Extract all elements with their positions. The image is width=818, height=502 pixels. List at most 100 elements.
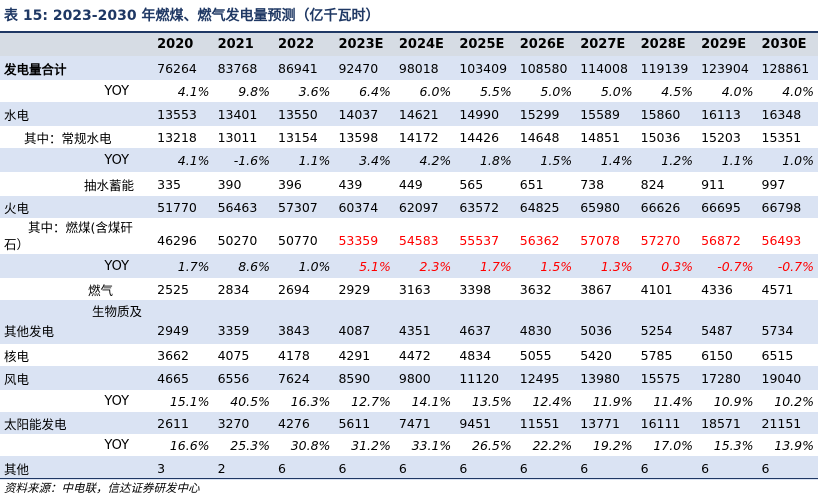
value-cell: 2694 xyxy=(278,281,310,297)
table-row: 生物质及 其他发电 2949 3359 3843 4087 4351 4637 4830 5036… xyxy=(0,300,818,344)
table-row: 风电 4665 6556 7624 8590 9800 11120 12495 13980 155… xyxy=(0,366,818,390)
value-cell: 3398 xyxy=(459,281,492,297)
row-label: 其中：常规水电 xyxy=(24,130,112,146)
table-row: 发电量合计 76264 83768 86941 92470 98018 103409 1085… xyxy=(0,56,818,80)
value-cell: 16.3% xyxy=(290,393,331,409)
value-cell: 60374 xyxy=(334,196,395,218)
value-cell: 0.3% xyxy=(636,254,698,278)
value-cell: 14851 xyxy=(580,129,620,145)
value-cell: 6 xyxy=(274,456,335,480)
value-cell: 63572 xyxy=(455,196,516,218)
value-cell: 7471 xyxy=(394,412,456,434)
value-cell: 1.3% xyxy=(576,254,637,278)
value-cell: 22.2% xyxy=(532,437,573,453)
value-cell: 8.6% xyxy=(213,254,274,278)
value-cell: 2 xyxy=(213,456,274,480)
value-cell: 4.2% xyxy=(394,148,456,172)
value-cell: 738 xyxy=(580,176,605,192)
table-row: 水电 13553 13401 13550 14037 14621 14990 15299 155… xyxy=(0,102,818,126)
value-cell: 4830 xyxy=(515,300,577,344)
table-row: 其他 3 2 6 6 6 6 6 6 6 6 6 xyxy=(0,456,818,480)
row-label: 其他 xyxy=(0,456,154,480)
value-cell: 119139 xyxy=(636,56,698,80)
value-cell: 3632 xyxy=(519,281,552,297)
value-cell: 5055 xyxy=(519,347,552,363)
row-label-line: 其中：燃煤(含煤矸 xyxy=(28,220,133,235)
value-cell: 6515 xyxy=(761,347,794,363)
value-cell: 3270 xyxy=(213,412,274,434)
value-cell: 9451 xyxy=(455,412,516,434)
value-cell: 6 xyxy=(757,456,818,480)
value-cell: -0.7% xyxy=(757,254,818,278)
value-cell: 1.2% xyxy=(636,148,698,172)
value-cell: 57307 xyxy=(274,196,335,218)
value-cell: 6 xyxy=(515,456,577,480)
value-cell: 4834 xyxy=(459,347,492,363)
value-cell: 1.1% xyxy=(274,148,335,172)
table-title: 表 15: 2023-2030 年燃煤、燃气发电量预测（亿千瓦时） xyxy=(4,8,380,24)
value-cell: 66695 xyxy=(697,196,758,218)
header-cell: 2023E xyxy=(334,33,395,56)
table-row: YOY 1.7% 8.6% 1.0% 5.1% 2.3% 1.7% 1.5% 1.3% 0.3% -… xyxy=(0,254,818,278)
row-label: 太阳能发电 xyxy=(0,412,154,434)
header-row: 2020 2021 2022 2023E 2024E 2025E 2026E 2… xyxy=(0,33,818,56)
value-cell: 57078 xyxy=(580,233,620,248)
value-cell: 3662 xyxy=(157,347,189,363)
header-cell: 2028E xyxy=(636,33,698,56)
value-cell: 17.0% xyxy=(653,437,694,453)
table-row: 太阳能发电 2611 3270 4276 5611 7471 9451 11551 13771 1… xyxy=(0,412,818,434)
value-cell: 54583 xyxy=(398,233,439,248)
value-cell: 12.4% xyxy=(532,393,573,409)
value-cell: 15.3% xyxy=(713,437,754,453)
value-cell: 4.1% xyxy=(153,148,214,172)
value-cell: 5.0% xyxy=(540,83,573,99)
value-cell: 10.9% xyxy=(713,393,754,409)
value-cell: 128861 xyxy=(757,56,818,80)
value-cell: 62097 xyxy=(394,196,456,218)
value-cell: -1.6% xyxy=(213,148,274,172)
value-cell: 4.0% xyxy=(721,83,754,99)
value-cell: 13598 xyxy=(338,129,379,145)
value-cell: 46296 xyxy=(157,233,197,248)
value-cell: 3163 xyxy=(398,281,431,297)
value-cell: 57270 xyxy=(640,233,681,248)
table-row: YOY 4.1% -1.6% 1.1% 3.4% 4.2% 1.8% 1.5% 1.4% 1.2%… xyxy=(0,148,818,172)
value-cell: 3359 xyxy=(213,300,274,344)
value-cell: 651 xyxy=(519,176,544,192)
value-cell: 4571 xyxy=(761,281,794,297)
value-cell: 56872 xyxy=(701,233,741,248)
value-cell: 8590 xyxy=(334,366,395,390)
value-cell: 13218 xyxy=(157,129,197,145)
value-cell: 10.2% xyxy=(774,393,814,409)
value-cell: 14621 xyxy=(394,102,456,126)
value-cell: 3 xyxy=(153,456,214,480)
value-cell: 16113 xyxy=(697,102,758,126)
value-cell: 1.8% xyxy=(455,148,516,172)
value-cell: 55537 xyxy=(459,233,500,248)
value-cell: 86941 xyxy=(274,56,335,80)
value-cell: 123904 xyxy=(697,56,758,80)
value-cell: 16111 xyxy=(636,412,698,434)
value-cell: 103409 xyxy=(455,56,516,80)
row-label-line: 石） xyxy=(4,237,30,252)
value-cell: 1.1% xyxy=(697,148,758,172)
header-cell xyxy=(0,33,154,56)
value-cell: 2929 xyxy=(338,281,371,297)
value-cell: 2525 xyxy=(157,281,189,297)
value-cell: 449 xyxy=(398,176,423,192)
top-rule xyxy=(0,31,818,33)
value-cell: -0.7% xyxy=(697,254,758,278)
value-cell: 4.0% xyxy=(782,83,814,99)
header-cell: 2029E xyxy=(697,33,758,56)
value-cell: 15575 xyxy=(636,366,698,390)
value-cell: 92470 xyxy=(334,56,395,80)
value-cell: 11.4% xyxy=(653,393,694,409)
value-cell: 40.5% xyxy=(230,393,270,409)
value-cell: 5611 xyxy=(334,412,395,434)
table-row: YOY 15.1% 40.5% 16.3% 12.7% 14.1% 13.5% 12.4% 11… xyxy=(0,390,818,412)
value-cell: 5420 xyxy=(580,347,612,363)
value-cell: 6 xyxy=(576,456,637,480)
value-cell: 53359 xyxy=(338,233,379,248)
table-row: 燃气 2525 2834 2694 2929 3163 3398 3632 3867 4101 43… xyxy=(0,278,818,300)
value-cell: 50270 xyxy=(217,233,258,248)
